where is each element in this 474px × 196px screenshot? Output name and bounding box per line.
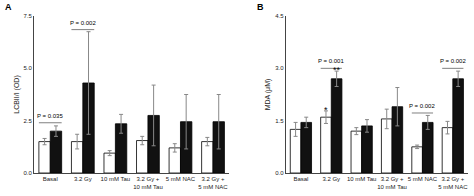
svg-text:10 mM Tau: 10 mM Tau xyxy=(101,176,131,182)
svg-text:B: B xyxy=(257,2,264,12)
svg-text:5 mM NAC: 5 mM NAC xyxy=(408,176,438,182)
svg-text:10 mM Tau: 10 mM Tau xyxy=(347,176,377,182)
svg-text:P = 0.002: P = 0.002 xyxy=(440,58,466,64)
svg-text:*: * xyxy=(324,105,328,115)
svg-text:P = 0.035: P = 0.035 xyxy=(37,113,63,119)
svg-text:3.2 Gy +5 mM NAC: 3.2 Gy +5 mM NAC xyxy=(438,176,468,190)
svg-text:3.2 Gy +5 mM NAC: 3.2 Gy +5 mM NAC xyxy=(198,176,228,190)
svg-text:3.2 Gy: 3.2 Gy xyxy=(322,176,340,182)
svg-text:7.5: 7.5 xyxy=(23,13,32,19)
svg-text:4.5: 4.5 xyxy=(275,13,284,19)
svg-text:1.5: 1.5 xyxy=(275,118,284,124)
svg-text:5.0: 5.0 xyxy=(23,65,32,71)
svg-text:3.0: 3.0 xyxy=(275,65,284,71)
svg-text:5 mM NAC: 5 mM NAC xyxy=(166,176,196,182)
svg-text:A: A xyxy=(5,2,12,12)
svg-text:MDA (μM): MDA (μM) xyxy=(264,79,272,111)
svg-text:0.0: 0.0 xyxy=(23,170,32,176)
svg-text:Basal: Basal xyxy=(293,176,308,182)
svg-text:0.0: 0.0 xyxy=(275,170,284,176)
svg-text:3.2 Gy +10 mM Tau: 3.2 Gy +10 mM Tau xyxy=(377,176,407,190)
svg-text:3.2 Gy +10 mM Tau: 3.2 Gy +10 mM Tau xyxy=(133,176,163,190)
svg-text:P = 0.002: P = 0.002 xyxy=(409,103,435,109)
svg-text:LCBII/I (OD): LCBII/I (OD) xyxy=(13,75,21,114)
svg-text:**: ** xyxy=(333,65,341,75)
svg-text:2.5: 2.5 xyxy=(23,118,32,124)
svg-text:Basal: Basal xyxy=(43,176,58,182)
svg-text:3.2 Gy: 3.2 Gy xyxy=(74,176,92,182)
svg-text:P = 0.001: P = 0.001 xyxy=(318,58,344,64)
svg-text:P = 0.002: P = 0.002 xyxy=(70,20,96,26)
